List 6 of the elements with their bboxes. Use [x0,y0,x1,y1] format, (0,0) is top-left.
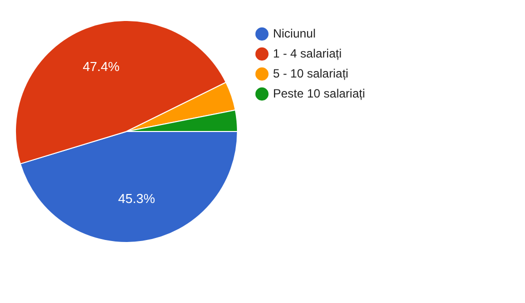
data-label: 45.3% [118,191,156,206]
data-label: 47.4% [82,59,120,74]
legend-label: 1 - 4 salariați [272,46,342,60]
legend-label: 5 - 10 salariați [272,66,348,80]
legend-label: Niciunul [272,26,316,40]
legend-label: Peste 10 salariați [272,86,366,100]
